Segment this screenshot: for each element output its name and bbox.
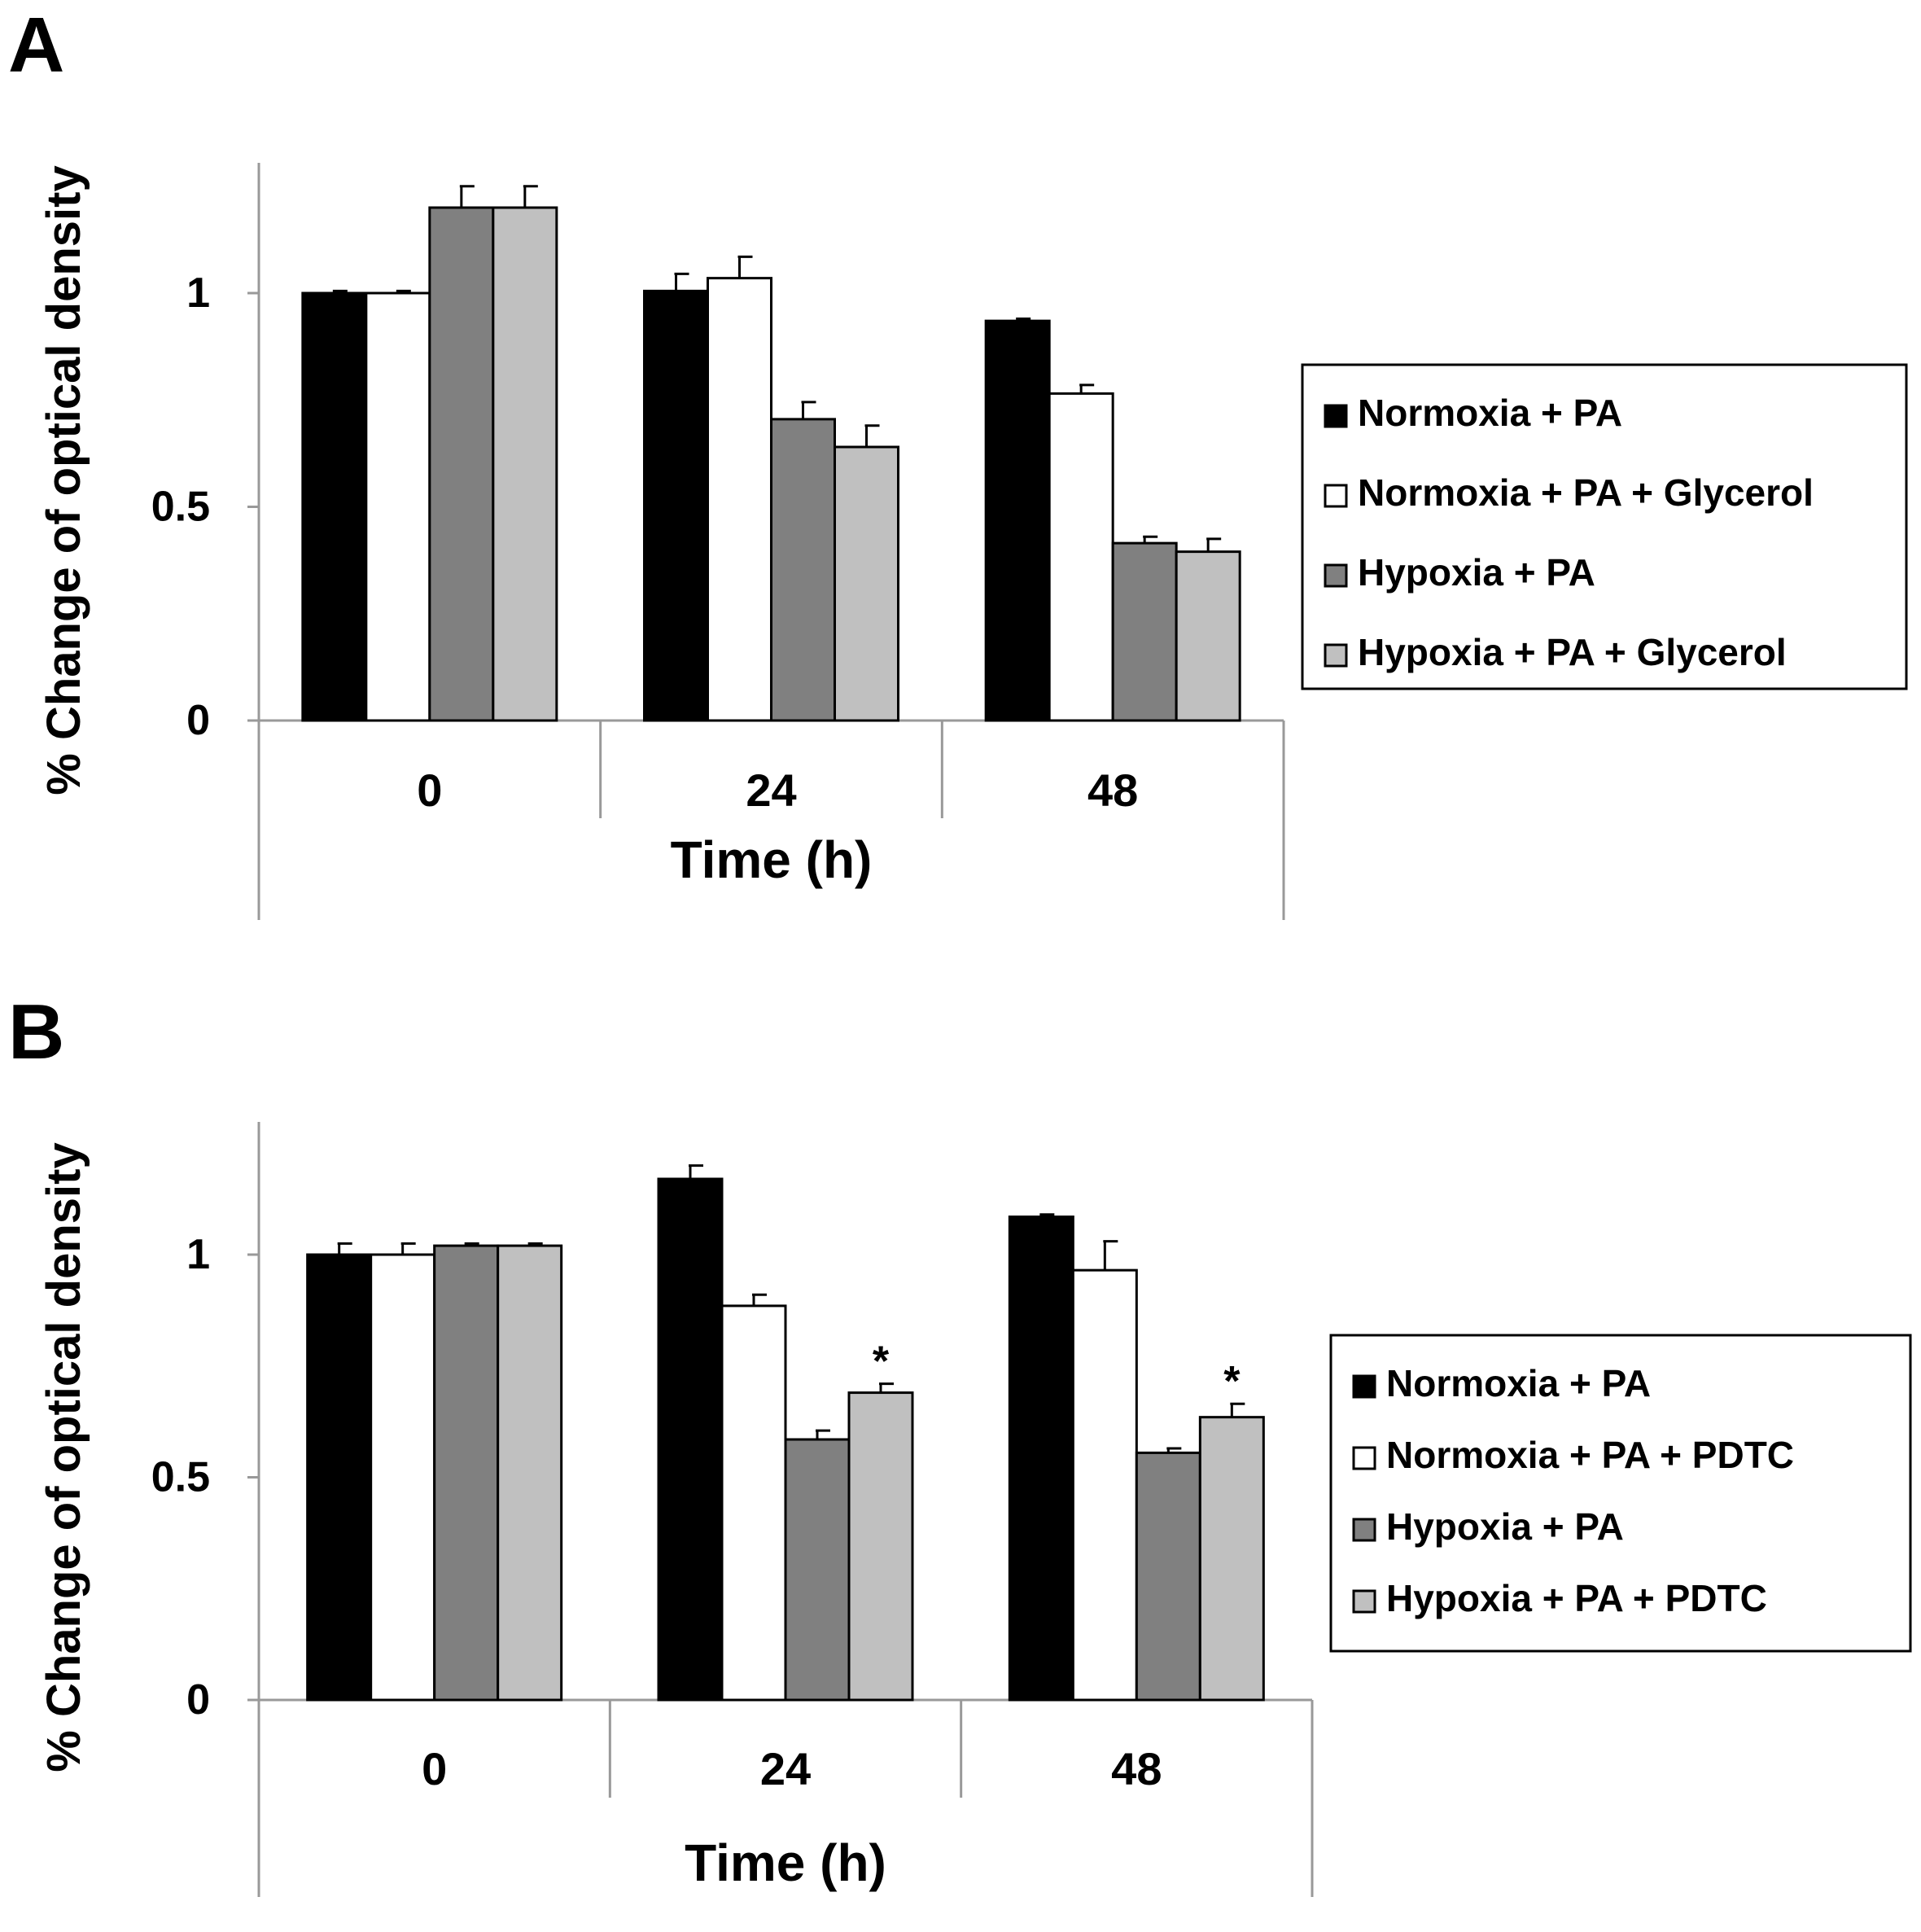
bar <box>1071 1268 1138 1702</box>
significance-mark: * <box>1223 1358 1241 1405</box>
legend-swatch <box>1324 563 1348 588</box>
x-axis-label: Time (h) <box>685 1833 886 1892</box>
bar <box>370 1253 436 1702</box>
x-tick-label: 48 <box>1111 1743 1162 1794</box>
legend-label: Hypoxia + PA + PDTC <box>1386 1577 1767 1619</box>
y-axis-label: % Change of optical density <box>37 1142 90 1772</box>
x-tick-label: 24 <box>746 764 796 816</box>
y-tick-label: 0 <box>186 1676 210 1724</box>
bar <box>847 1391 914 1702</box>
bar <box>1198 1416 1265 1702</box>
legend-swatch <box>1324 404 1348 428</box>
bar <box>1048 392 1114 722</box>
legend-label: Normoxia + PA + Glycerol <box>1358 471 1814 514</box>
bar <box>1135 1451 1201 1702</box>
legend-label: Normoxia + PA + PDTC <box>1386 1434 1794 1476</box>
x-tick-label: 0 <box>422 1743 447 1794</box>
legend-label: Normoxia + PA <box>1386 1362 1651 1404</box>
bar <box>497 1244 563 1702</box>
legend-label: Hypoxia + PA <box>1386 1505 1624 1548</box>
y-tick-label: 1 <box>186 269 210 317</box>
bar <box>306 1253 373 1702</box>
y-tick-label: 0.5 <box>151 484 210 531</box>
y-tick-label: 0.5 <box>151 1454 210 1501</box>
bar <box>784 1438 851 1702</box>
legend-swatch <box>1352 1518 1376 1542</box>
y-axis-label: % Change of optical density <box>37 165 90 795</box>
bar <box>643 289 709 722</box>
bar <box>984 319 1051 722</box>
legend-label: Hypoxia + PA <box>1358 551 1595 594</box>
significance-mark: * <box>873 1338 890 1386</box>
bar <box>1111 541 1178 722</box>
x-tick-label: 0 <box>417 764 442 816</box>
legend-swatch <box>1352 1589 1376 1614</box>
y-tick-label: 0 <box>186 697 210 744</box>
x-axis-label: Time (h) <box>671 830 873 889</box>
bar <box>301 291 368 722</box>
bar <box>365 291 431 722</box>
bar <box>433 1244 500 1702</box>
bar <box>1008 1216 1074 1702</box>
y-tick-label: 1 <box>186 1231 210 1278</box>
bar <box>770 418 836 722</box>
legend-box <box>1301 363 1908 690</box>
bar <box>492 206 558 722</box>
chart-panel-a: A 0 0.5 1 % Change of optical density 0 24 48 Ti… <box>8 2 1908 920</box>
legend-swatch <box>1352 1374 1376 1399</box>
legend: Normoxia + PA Normoxia + PA + Glycerol Hyp… <box>1301 363 1908 690</box>
legend-swatch <box>1352 1446 1376 1470</box>
legend-swatch <box>1324 484 1348 508</box>
x-tick-label: 24 <box>760 1743 811 1794</box>
legend-label: Normoxia + PA <box>1358 392 1622 434</box>
legend: Normoxia + PA Normoxia + PA + PDTC Hypoxia… <box>1329 1334 1912 1653</box>
chart-panel-b: B 0 0.5 1 % Change of optical density 0 24 48 Ti… <box>8 988 1912 1897</box>
bar <box>834 445 899 722</box>
bar <box>657 1177 724 1702</box>
legend-box <box>1329 1334 1912 1653</box>
bar <box>720 1304 787 1702</box>
x-tick-label: 48 <box>1087 764 1138 816</box>
panel-label: A <box>8 2 64 89</box>
panel-label: B <box>8 988 64 1076</box>
bar <box>428 206 495 722</box>
legend-label: Hypoxia + PA + Glycerol <box>1358 631 1787 673</box>
legend-swatch <box>1324 643 1348 668</box>
bar <box>707 277 772 722</box>
bar <box>1175 550 1241 722</box>
